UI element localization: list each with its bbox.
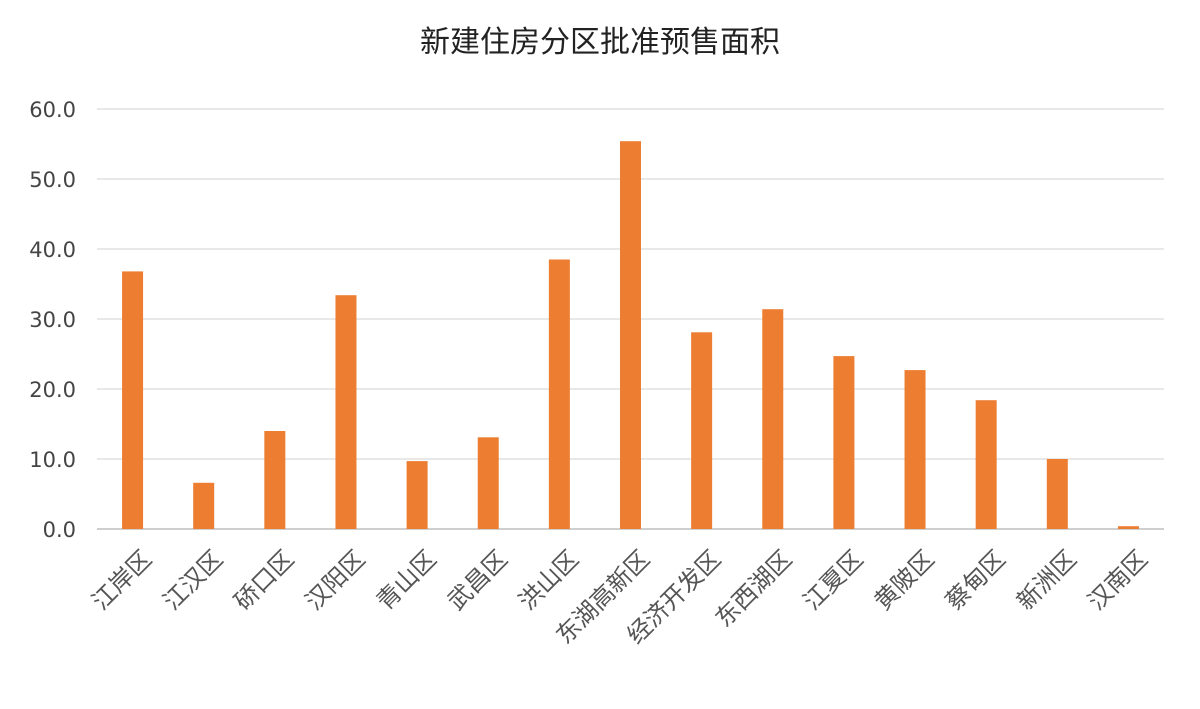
x-tick-label: 青山区 [371, 545, 442, 616]
y-tick-label: 30.0 [29, 308, 76, 332]
y-tick-label: 20.0 [29, 378, 76, 402]
bar [477, 437, 499, 529]
x-tick-label: 蔡甸区 [940, 545, 1011, 616]
bar [335, 295, 357, 529]
x-tick-label: 洪山区 [513, 545, 584, 616]
bar [620, 141, 641, 529]
bar [762, 309, 784, 529]
bar [548, 259, 570, 529]
x-tick-label: 硚口区 [229, 545, 300, 616]
x-tick-label: 江汉区 [158, 545, 229, 616]
x-tick-label: 武昌区 [442, 545, 513, 616]
bar [975, 400, 997, 529]
x-tick-label: 汉阳区 [300, 545, 371, 616]
bar [264, 431, 286, 529]
bar [193, 482, 215, 529]
bar [122, 271, 144, 529]
x-tick-label: 江夏区 [798, 545, 869, 616]
bar [833, 356, 855, 529]
x-tick-label: 汉南区 [1082, 545, 1153, 616]
y-tick-label: 10.0 [29, 448, 76, 472]
y-tick-label: 0.0 [43, 518, 76, 542]
y-axis-tick-labels: 0.0 10.0 20.0 30.0 40.0 50.0 60.0 [29, 98, 76, 542]
bar [904, 370, 926, 529]
x-tick-label: 黄陂区 [869, 545, 940, 616]
bar [1117, 526, 1139, 529]
y-tick-label: 60.0 [29, 98, 76, 122]
x-tick-label: 江岸区 [87, 545, 158, 616]
bar [406, 461, 428, 529]
bars [122, 141, 1139, 529]
bar [1046, 459, 1068, 529]
y-tick-label: 40.0 [29, 238, 76, 262]
x-tick-label: 新洲区 [1011, 545, 1082, 616]
y-tick-label: 50.0 [29, 168, 76, 192]
x-tick-label: 东西湖区 [710, 545, 798, 633]
bar [691, 332, 713, 529]
chart-title: 新建住房分区批准预售面积 [420, 25, 780, 60]
